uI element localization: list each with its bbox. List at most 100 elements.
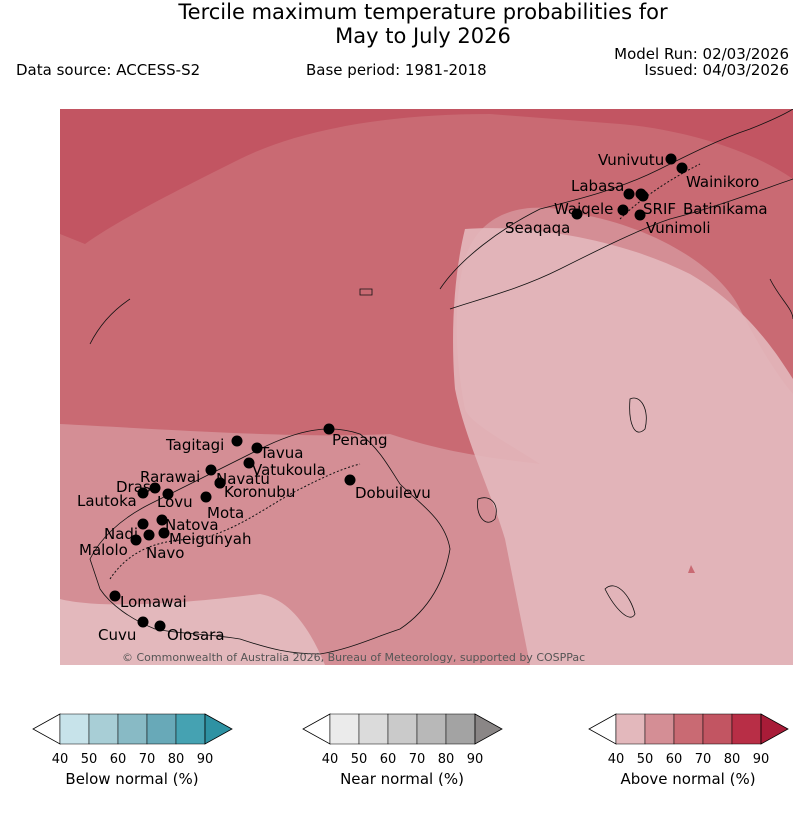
taveuni-coast [769, 278, 793, 320]
station-label: Cuvu [98, 626, 136, 644]
station-label: Lautoka [77, 492, 137, 510]
legend-swatch [673, 713, 704, 745]
station-label: Batinikama [683, 200, 768, 218]
legend-near-normal-bar: 40 50 60 70 80 90 [302, 713, 503, 767]
station-label: Rarawai [140, 468, 200, 486]
legend-below-normal: 40 50 60 70 80 90 [32, 712, 236, 770]
copyright-text: © Commonwealth of Australia 2026, Bureau… [122, 651, 585, 664]
legend-tick-label: 70 [139, 752, 156, 767]
station-marker [137, 487, 149, 499]
legend-swatch [445, 713, 476, 745]
legend-high-triangle [474, 713, 503, 745]
station-marker [162, 488, 174, 500]
station-marker [323, 423, 335, 435]
legend-swatch [88, 713, 119, 745]
legend-low-triangle [302, 713, 331, 745]
model-run-label: Model Run: 02/03/2026 [614, 45, 789, 63]
station-label: Vunivutu [598, 151, 664, 169]
map-canvas: Vunivutu Wainikoro Labasa Waiqele SRIF Batini… [60, 109, 793, 665]
station-marker [623, 188, 635, 200]
legend-low-triangle [588, 713, 617, 745]
legend-swatch [644, 713, 675, 745]
legend-swatch [175, 713, 206, 745]
island-2 [604, 585, 636, 618]
station-marker [158, 527, 170, 539]
station-marker [665, 153, 677, 165]
station-marker [635, 188, 647, 200]
station-marker [214, 477, 226, 489]
station-label: Penang [332, 431, 387, 449]
legend-tick-label: 50 [351, 752, 368, 767]
station-label: Lovu [157, 493, 193, 511]
legend-low-triangle [32, 713, 61, 745]
legend-tick-label: 40 [322, 752, 339, 767]
legend-above-normal-title: Above normal (%) [620, 770, 756, 788]
station-marker [156, 514, 168, 526]
station-marker [344, 474, 356, 486]
issued-label: Issued: 04/03/2026 [644, 61, 789, 79]
station-label: Mota [207, 504, 244, 522]
island-1 [629, 397, 647, 433]
legend-swatch [358, 713, 389, 745]
vanua-levu-coast-south [449, 178, 793, 310]
station-label: Malolo [79, 541, 128, 559]
legend-swatch [146, 713, 177, 745]
station-label: Seaqaqa [505, 219, 570, 237]
legend-tick-label: 60 [380, 752, 397, 767]
station-marker [200, 491, 212, 503]
legend-tick-label: 90 [197, 752, 214, 767]
station-label: Navo [146, 544, 184, 562]
station-label: Drasa [116, 478, 160, 496]
station-marker [137, 616, 149, 628]
station-label: Vatukoula [252, 461, 326, 479]
station-label: Lomawai [120, 593, 187, 611]
station-marker [617, 204, 629, 216]
legend-tick-label: 60 [666, 752, 683, 767]
station-label: Vunimoli [646, 219, 711, 237]
station-marker [251, 442, 263, 454]
station-marker [571, 208, 583, 220]
station-label: Labasa [571, 177, 624, 195]
legend-tick-label: 50 [637, 752, 654, 767]
legend-above-normal: 40 50 60 70 80 90 [588, 712, 792, 770]
title-line-1: Tercile maximum temperature probabilitie… [178, 0, 668, 24]
station-marker [137, 518, 149, 530]
station-marker [231, 435, 243, 447]
legend-swatch [702, 713, 733, 745]
map-title: Tercile maximum temperature probabilitie… [0, 0, 804, 48]
island-4 [359, 288, 373, 296]
legend-tick-label: 80 [724, 752, 741, 767]
legend-tick-label: 70 [695, 752, 712, 767]
title-line-2: May to July 2026 [335, 24, 511, 48]
vanua-levu-coast-north [439, 109, 793, 290]
legend-tick-label: 60 [110, 752, 127, 767]
legend-tick-label: 50 [81, 752, 98, 767]
island-3 [477, 497, 497, 523]
legend-swatch [387, 713, 418, 745]
legend-above-normal-bar: 40 50 60 70 80 90 [588, 713, 789, 767]
legend-swatch [59, 713, 90, 745]
station-marker [130, 534, 142, 546]
legend-near-normal: 40 50 60 70 80 90 [302, 712, 506, 770]
station-marker [109, 590, 121, 602]
small-islet [688, 565, 695, 573]
station-marker [143, 529, 155, 541]
legend-swatch [117, 713, 148, 745]
legend-tick-label: 80 [438, 752, 455, 767]
station-label: Tavua [259, 444, 303, 462]
shade-40-50-east [453, 228, 793, 665]
legend-tick-label: 90 [467, 752, 484, 767]
legend-swatch [615, 713, 646, 745]
legend-below-normal-title: Below normal (%) [65, 770, 199, 788]
station-marker [676, 162, 688, 174]
station-marker [205, 464, 217, 476]
legend-tick-label: 70 [409, 752, 426, 767]
shade-40-50-southwest [60, 594, 325, 665]
legend-below-normal-bar: 40 50 60 70 80 90 [32, 713, 233, 767]
legend-high-triangle [204, 713, 233, 745]
legend-high-triangle [760, 713, 789, 745]
legend-swatch [731, 713, 762, 745]
legend-tick-label: 40 [608, 752, 625, 767]
station-label: Olosara [167, 626, 225, 644]
shade-70-80 [60, 109, 793, 244]
